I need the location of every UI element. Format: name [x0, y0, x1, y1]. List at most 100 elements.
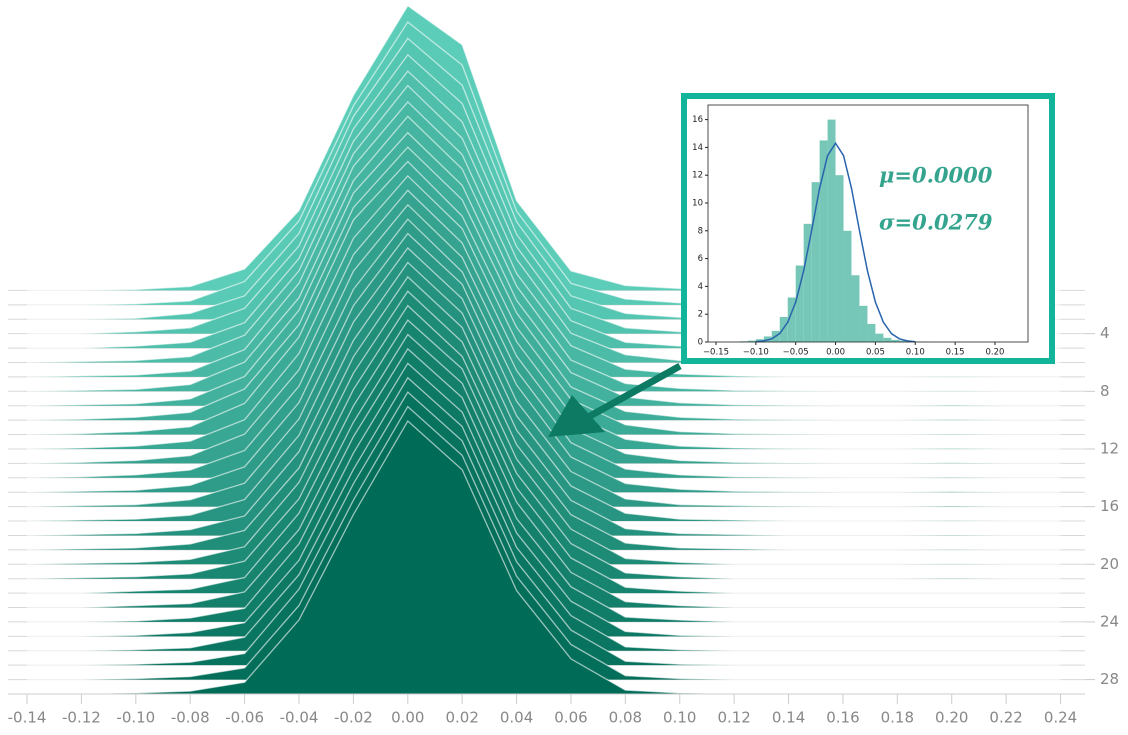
x-tick-label: 0.00	[391, 709, 424, 727]
x-tick-label: 0.05	[866, 348, 885, 358]
y-tick-label: 2	[698, 310, 703, 320]
y-tick-label: 10	[692, 198, 703, 208]
ridge-outline	[27, 319, 1061, 594]
histogram-bar	[843, 230, 852, 342]
y-tick-label: 6	[698, 254, 703, 264]
x-tick-label: 0.16	[826, 709, 859, 727]
ridge-outline	[27, 247, 1061, 522]
x-tick-label: −0.15	[703, 348, 729, 358]
ridge-outline	[27, 261, 1061, 537]
annotation: σ=0.0279	[879, 210, 993, 235]
x-tick-label: 0.08	[609, 709, 642, 727]
y-tick-label: 16	[692, 115, 703, 125]
x-tick-label: 0.12	[717, 709, 750, 727]
ridge-area	[27, 161, 1061, 435]
x-tick-label: 0.06	[554, 709, 587, 727]
ridge-outline	[27, 232, 1061, 508]
x-tick-label: 0.24	[1044, 709, 1077, 727]
histogram-bar	[851, 275, 860, 342]
ridge-area	[27, 233, 1061, 507]
x-tick-label: -0.06	[225, 709, 264, 727]
x-tick-label: -0.02	[334, 709, 373, 727]
ridge-outline	[27, 160, 1061, 436]
ridge-outline	[27, 115, 1061, 392]
x-tick-label: -0.12	[62, 709, 101, 727]
histogram-bar	[747, 340, 756, 342]
y-tick-label: 20	[1100, 555, 1119, 573]
x-tick-label: 0.15	[946, 348, 965, 358]
x-tick-label: 0.14	[772, 709, 805, 727]
y-tick-label: 0	[698, 338, 703, 348]
ridge-outline	[27, 333, 1061, 609]
histogram-bar	[875, 333, 884, 342]
x-tick-label: 0.00	[826, 348, 845, 358]
y-tick-label: 4	[1100, 324, 1110, 342]
x-tick-label: -0.08	[171, 709, 210, 727]
histogram-bar	[899, 340, 908, 342]
y-tick-label: 4	[698, 282, 703, 292]
x-tick-label: -0.04	[280, 709, 319, 727]
ridge-area	[27, 219, 1061, 493]
x-tick-label: 0.10	[906, 348, 925, 358]
y-tick-label: 12	[692, 171, 703, 181]
histogram-bar	[795, 265, 804, 342]
y-tick-label: 12	[1100, 439, 1119, 457]
x-tick-label: 0.02	[445, 709, 478, 727]
ridge-area	[27, 204, 1061, 478]
ridge-outline	[27, 391, 1061, 666]
y-tick-label: 14	[692, 143, 703, 153]
y-tick-label: 8	[1100, 382, 1110, 400]
annotation: μ=0.0000	[879, 163, 993, 188]
ridgeline-chart: -0.14 -0.12 -0.10 -0.08 -0.06 -0.04 -0.02 0.00 0…	[8, 4, 1119, 727]
y-tick-label: 24	[1100, 612, 1119, 630]
x-tick-label: 0.20	[935, 709, 968, 727]
x-tick-label: −0.10	[743, 348, 769, 358]
fit-line	[755, 141, 916, 343]
ridge-outline	[27, 100, 1061, 378]
histogram-bar	[811, 182, 820, 342]
histogram-bar	[803, 223, 812, 342]
arrow	[548, 362, 682, 437]
histogram-bar	[779, 316, 788, 342]
histogram-bar	[883, 337, 892, 342]
inset-chart: −0.15 −0.10 −0.05 0.00 0.05 0.10 0.15 0.20 0 2 4 6 8…	[692, 104, 1029, 358]
ridge-outline	[27, 146, 1061, 421]
histogram-bar	[827, 119, 836, 342]
histogram-bar	[787, 297, 796, 342]
histogram-bar	[835, 175, 844, 342]
ridge-outline	[27, 131, 1061, 407]
ridge-outline	[27, 376, 1061, 652]
histogram-bar	[867, 323, 876, 342]
ridge-area	[27, 116, 1061, 392]
ridge-area	[27, 190, 1061, 464]
histogram-bar	[891, 339, 900, 342]
x-tick-label: 0.04	[500, 709, 533, 727]
ridge-outline	[27, 304, 1061, 580]
ridge-area	[27, 132, 1061, 406]
axes-frame	[707, 104, 1029, 343]
ridge-outline	[27, 405, 1061, 681]
x-tick-label: -0.14	[8, 709, 47, 727]
histogram-bar	[819, 140, 828, 342]
ridge-area	[27, 101, 1061, 377]
x-tick-label: 0.18	[881, 709, 914, 727]
ridge-outline	[27, 362, 1061, 637]
ridge-outline	[27, 175, 1061, 450]
ridge-area	[27, 175, 1061, 449]
ridge-area	[27, 248, 1061, 522]
ridge-outline	[27, 203, 1061, 479]
ridge-outline	[27, 290, 1061, 565]
x-tick-label: 0.22	[989, 709, 1022, 727]
y-tick-label: 16	[1100, 497, 1119, 515]
histogram-bar	[859, 305, 868, 342]
ridge-outline	[27, 347, 1061, 623]
x-tick-label: -0.10	[116, 709, 155, 727]
inset-frame	[681, 93, 1055, 364]
ridge-outline	[27, 218, 1061, 493]
ridge-outline	[27, 275, 1061, 551]
ridge-area	[27, 421, 1061, 694]
x-tick-label: −0.05	[783, 348, 809, 358]
ridge-area	[27, 71, 1061, 349]
x-tick-label: 0.20	[986, 348, 1005, 358]
